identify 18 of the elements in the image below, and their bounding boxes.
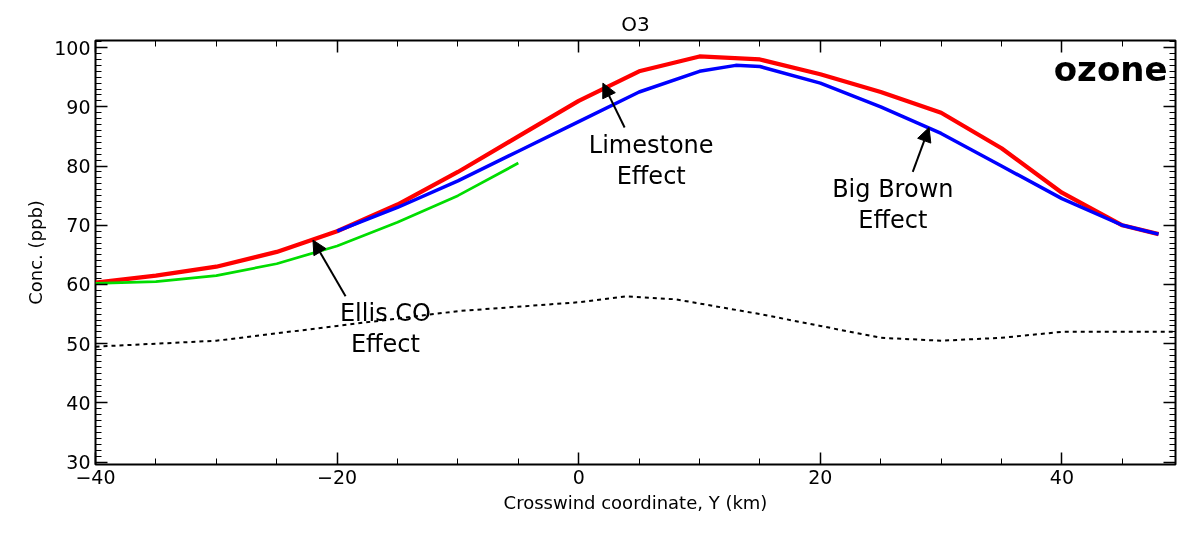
x-axis-title: Crosswind coordinate, Y (km)	[503, 491, 768, 513]
annotation: Big Brown Effect	[832, 175, 954, 234]
x-tick-label: 20	[808, 465, 833, 488]
annotation: Ellis CO Effect	[339, 299, 431, 359]
annotation: Limestone Effect	[588, 130, 714, 190]
x-tick-label: 0	[572, 465, 585, 488]
y-tick-label: 90	[66, 95, 91, 118]
y-tick-label: 100	[54, 36, 91, 59]
x-tick-label: 40	[1049, 465, 1075, 488]
annotation: ozone	[1053, 48, 1168, 89]
y-tick-label: 80	[66, 155, 91, 178]
x-tick-label: −20	[317, 465, 358, 488]
chart-title: O3	[621, 11, 650, 36]
y-tick-label: 40	[66, 391, 91, 414]
y-tick-label: 70	[66, 214, 91, 237]
y-tick-label: 60	[66, 273, 91, 296]
y-axis-title: Conc. (ppb)	[25, 200, 47, 305]
y-tick-label: 50	[66, 332, 91, 355]
